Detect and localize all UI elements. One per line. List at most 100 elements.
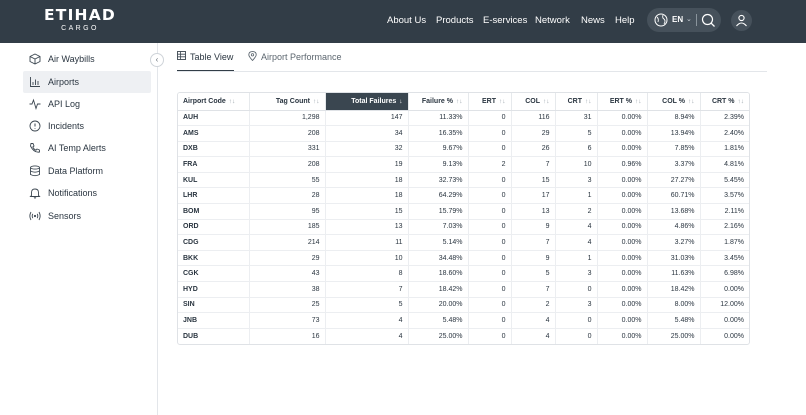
tab-divider (177, 71, 767, 72)
sort-desc-icon[interactable]: ↓ (399, 97, 403, 105)
table-row[interactable]: DXB 331 32 9.67% 0 26 6 0.00% 7.85% 1.81% (178, 141, 749, 158)
etihad-cargo-logo[interactable]: ETIHAD CARGO (39, 6, 121, 34)
table-cell: 2.39% (700, 110, 749, 127)
table-row[interactable]: KUL 55 18 32.73% 0 15 3 0.00% 27.27% 5.45% (178, 172, 749, 189)
table-row[interactable]: HYD 38 7 18.42% 0 7 0 0.00% 18.42% 0.00% (178, 281, 749, 298)
table-cell: 3.57% (700, 187, 749, 205)
column-header-tag-count[interactable]: Tag Count ↑↓ (249, 93, 326, 111)
table-cell: 11 (325, 234, 409, 251)
table-cell: KUL (178, 172, 250, 189)
table-cell: 0 (468, 203, 512, 220)
search-icon[interactable] (701, 13, 716, 28)
globe-icon[interactable] (654, 13, 668, 27)
column-header-airport-code[interactable]: Airport Code ↑↓ (178, 93, 250, 111)
logo-text: ETIHAD (44, 6, 116, 24)
table-row[interactable]: FRA 208 19 9.13% 2 7 10 0.96% 3.37% 4.81% (178, 156, 749, 173)
column-header-total-failures[interactable]: Total Failures ↓ (325, 93, 409, 111)
table-cell: CDG (178, 234, 250, 251)
table-cell: 18.42% (408, 281, 469, 298)
column-header-label: Total Failures (351, 97, 397, 105)
sort-icon[interactable]: ↑↓ (313, 97, 320, 105)
sidebar-item-ai-temp-alerts[interactable]: AI Temp Alerts (23, 137, 151, 159)
table-row[interactable]: SIN 25 5 20.00% 0 2 3 0.00% 8.00% 12.00% (178, 297, 749, 314)
table-cell: 2.11% (700, 203, 749, 220)
table-row[interactable]: CDG 214 11 5.14% 0 7 4 0.00% 3.27% 1.87% (178, 234, 749, 251)
table-cell: 4 (555, 219, 598, 236)
collapse-sidebar-button[interactable]: ‹ (150, 53, 164, 67)
nav-news[interactable]: News (581, 15, 605, 26)
table-cell: 1 (555, 187, 598, 205)
sidebar-item-air-waybills[interactable]: Air Waybills (23, 48, 151, 70)
nav-about-us[interactable]: About Us (387, 15, 427, 26)
table-cell: 208 (249, 125, 326, 142)
sort-icon[interactable]: ↑↓ (228, 97, 236, 105)
table-cell: 214 (249, 234, 326, 251)
table-row[interactable]: LHR 28 18 64.29% 0 17 1 0.00% 60.71% 3.57% (178, 187, 749, 205)
sort-icon[interactable]: ↑↓ (499, 97, 506, 105)
table-cell: JNB (178, 312, 250, 329)
sort-icon[interactable]: ↑↓ (635, 97, 642, 105)
tab-table-view[interactable]: Table View (177, 50, 234, 72)
sidebar-item-label: Air Waybills (48, 54, 95, 64)
table-row[interactable]: AMS 208 34 16.35% 0 29 5 0.00% 13.94% 2.40% (178, 125, 749, 142)
nav-network[interactable]: Network (535, 15, 570, 26)
sidebar-item-incidents[interactable]: Incidents (23, 115, 151, 137)
user-account-button[interactable] (731, 10, 752, 31)
table-row[interactable]: BKK 29 10 34.48% 0 9 1 0.00% 31.03% 3.45% (178, 250, 749, 267)
table-cell: 2 (468, 156, 512, 173)
sort-icon[interactable]: ↑↓ (543, 97, 550, 105)
column-header-crt[interactable]: CRT ↑↓ (555, 93, 598, 111)
column-header-col[interactable]: COL ↑↓ (511, 93, 556, 111)
sidebar-item-airports[interactable]: Airports (23, 71, 151, 93)
chevron-down-icon[interactable]: ⌄ (686, 16, 692, 23)
tab-airport-performance[interactable]: Airport Performance (248, 50, 348, 72)
logo-subtext: CARGO (61, 25, 99, 32)
table-cell: 27.27% (647, 172, 701, 189)
nav-help[interactable]: Help (615, 15, 635, 26)
table-cell: HYD (178, 281, 250, 298)
table-cell: 3.37% (647, 156, 701, 173)
table-cell: 0 (468, 234, 512, 251)
table-cell: 0.00% (597, 250, 648, 267)
sort-icon[interactable]: ↑↓ (737, 97, 745, 105)
table-cell: 5 (511, 265, 556, 283)
table-row[interactable]: JNB 73 4 5.48% 0 4 0 0.00% 5.48% 0.00% (178, 312, 749, 329)
table-cell: 0 (468, 328, 512, 344)
nav-e-services[interactable]: E-services (483, 15, 528, 26)
sidebar-item-api-log[interactable]: API Log (23, 93, 151, 115)
table-cell: 0 (555, 312, 598, 329)
sort-icon[interactable]: ↑↓ (456, 97, 463, 105)
table-row[interactable]: CGK 43 8 18.60% 0 5 3 0.00% 11.63% 6.98% (178, 265, 749, 283)
table-cell: DXB (178, 141, 250, 158)
table-cell: 0 (468, 172, 512, 189)
sidebar-item-notifications[interactable]: Notifications (23, 182, 151, 204)
column-header-failure-pct[interactable]: Failure % ↑↓ (408, 93, 469, 111)
sidebar-item-data-platform[interactable]: Data Platform (23, 160, 151, 182)
table-cell: 28 (249, 187, 326, 205)
table-cell: 2 (555, 203, 598, 220)
table-cell: 0.00% (724, 332, 744, 340)
language-selector[interactable]: EN (672, 15, 684, 24)
table-cell: 0 (468, 265, 512, 283)
table-cell: 13.68% (647, 203, 701, 220)
table-cell: 8.94% (647, 110, 701, 127)
sort-icon[interactable]: ↑↓ (585, 97, 592, 105)
nav-products[interactable]: Products (436, 15, 474, 26)
table-cell: 13 (325, 219, 409, 236)
table-cell: 34 (325, 125, 409, 142)
column-header-col-pct[interactable]: COL % ↑↓ (647, 93, 701, 111)
table-cell: 7.03% (408, 219, 469, 236)
table-row[interactable]: AUH 1,298 147 11.33% 0 116 31 0.00% 8.94% 2.39% (178, 110, 749, 127)
table-row[interactable]: BOM 95 15 15.79% 0 13 2 0.00% 13.68% 2.11% (178, 203, 749, 220)
column-header-ert[interactable]: ERT ↑↓ (468, 93, 512, 111)
sort-icon[interactable]: ↑↓ (688, 97, 695, 105)
table-cell: 0 (468, 297, 512, 314)
table-cell: 0 (555, 281, 598, 298)
table-row[interactable]: ORD 185 13 7.03% 0 9 4 0.00% 4.86% 2.16% (178, 219, 749, 236)
sidebar-item-sensors[interactable]: Sensors (23, 205, 151, 227)
table-cell: 6 (555, 141, 598, 158)
table-row[interactable]: DUB 16 4 25.00% 0 4 0 0.00% 25.00% 0.00% (178, 328, 749, 344)
column-header-crt-pct[interactable]: CRT % ↑↓ (700, 93, 749, 111)
table-cell: 6.98% (700, 265, 749, 283)
column-header-ert-pct[interactable]: ERT % ↑↓ (597, 93, 648, 111)
